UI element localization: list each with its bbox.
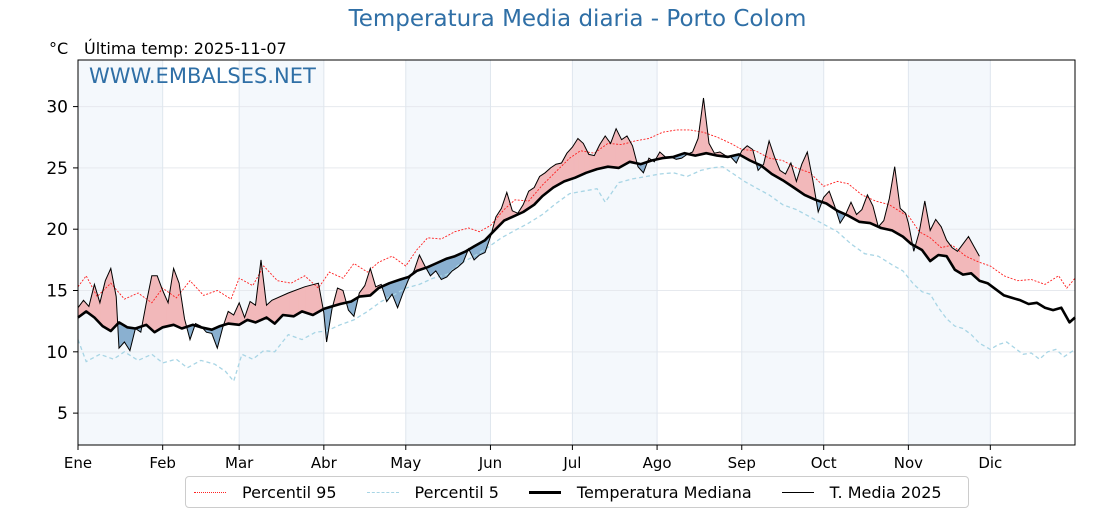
legend-label: Percentil 5 bbox=[415, 483, 499, 502]
legend-label: Percentil 95 bbox=[242, 483, 337, 502]
legend: Percentil 95 Percentil 5 Temperatura Med… bbox=[185, 476, 969, 508]
series-line-2025 bbox=[78, 98, 979, 351]
month-bands bbox=[78, 60, 990, 445]
y-tick-label: 5 bbox=[57, 404, 68, 424]
deviation-fills bbox=[78, 98, 979, 351]
legend-label: T. Media 2025 bbox=[830, 483, 942, 502]
legend-swatch-current bbox=[782, 492, 814, 493]
x-tick-label: Jul bbox=[562, 454, 581, 472]
x-tick-label: Abr bbox=[311, 454, 338, 472]
x-tick-label: Jun bbox=[478, 454, 502, 472]
x-tick-label: Oct bbox=[811, 454, 837, 472]
x-tick-label: Sep bbox=[728, 454, 756, 472]
legend-item-median: Temperatura Mediana bbox=[529, 483, 752, 502]
legend-swatch-median bbox=[529, 491, 561, 494]
y-tick-label: 25 bbox=[46, 159, 68, 179]
x-tick-label: Feb bbox=[149, 454, 176, 472]
x-tick-label: Dic bbox=[978, 454, 1002, 472]
y-tick-label: 10 bbox=[46, 343, 68, 363]
watermark: WWW.EMBALSES.NET bbox=[89, 64, 316, 88]
legend-swatch-p95 bbox=[194, 492, 226, 493]
y-tick-label: 15 bbox=[46, 282, 68, 302]
y-tick-label: 30 bbox=[46, 98, 68, 118]
legend-item-p5: Percentil 5 bbox=[367, 483, 499, 502]
month-band bbox=[239, 60, 324, 445]
legend-item-current: T. Media 2025 bbox=[782, 483, 942, 502]
legend-label: Temperatura Mediana bbox=[577, 483, 752, 502]
fill-above-median bbox=[978, 254, 979, 281]
x-tick-label: Ene bbox=[64, 454, 92, 472]
legend-swatch-p5 bbox=[367, 492, 399, 493]
x-tick-label: Mar bbox=[225, 454, 254, 472]
month-band bbox=[742, 60, 824, 445]
x-tick-label: Nov bbox=[894, 454, 923, 472]
x-tick-label: Ago bbox=[643, 454, 672, 472]
month-band bbox=[78, 60, 163, 445]
y-tick-label: 20 bbox=[46, 220, 68, 240]
x-tick-label: May bbox=[390, 454, 421, 472]
month-band bbox=[572, 60, 657, 445]
legend-item-p95: Percentil 95 bbox=[194, 483, 337, 502]
